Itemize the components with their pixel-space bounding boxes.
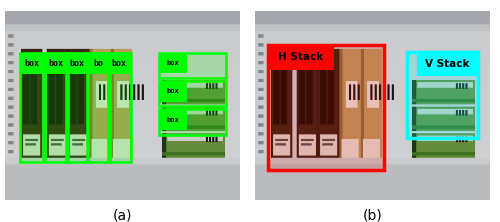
- Bar: [159, 81, 226, 106]
- Bar: [45, 53, 68, 162]
- Bar: [45, 53, 68, 162]
- Bar: [406, 52, 478, 139]
- Bar: [87, 53, 110, 74]
- Text: box: box: [166, 88, 179, 94]
- Bar: [87, 53, 110, 162]
- Bar: [159, 109, 226, 135]
- Bar: [159, 109, 187, 130]
- Text: V Stack: V Stack: [426, 59, 470, 69]
- Bar: [159, 53, 226, 78]
- Bar: [159, 53, 187, 73]
- Text: box: box: [166, 117, 179, 123]
- Bar: [268, 45, 384, 170]
- Bar: [108, 53, 130, 74]
- Bar: [20, 53, 43, 162]
- Bar: [108, 53, 130, 162]
- Bar: [45, 53, 68, 74]
- Text: box: box: [112, 59, 127, 68]
- Bar: [87, 53, 110, 162]
- Bar: [406, 52, 478, 139]
- Bar: [66, 53, 88, 162]
- Bar: [159, 81, 226, 106]
- Bar: [108, 53, 130, 162]
- Bar: [159, 81, 187, 102]
- Bar: [159, 53, 226, 78]
- Bar: [20, 53, 43, 162]
- Text: bo: bo: [93, 59, 103, 68]
- Bar: [417, 52, 478, 76]
- Bar: [66, 53, 88, 162]
- Text: box: box: [49, 59, 64, 68]
- Text: box: box: [70, 59, 84, 68]
- Text: (b): (b): [362, 208, 382, 222]
- Text: box: box: [166, 60, 179, 66]
- Bar: [159, 109, 226, 135]
- Bar: [268, 45, 334, 70]
- Bar: [20, 53, 43, 74]
- Bar: [66, 53, 88, 74]
- Bar: [268, 45, 384, 170]
- Text: (a): (a): [113, 208, 132, 222]
- Text: H Stack: H Stack: [278, 52, 324, 62]
- Text: box: box: [24, 59, 39, 68]
